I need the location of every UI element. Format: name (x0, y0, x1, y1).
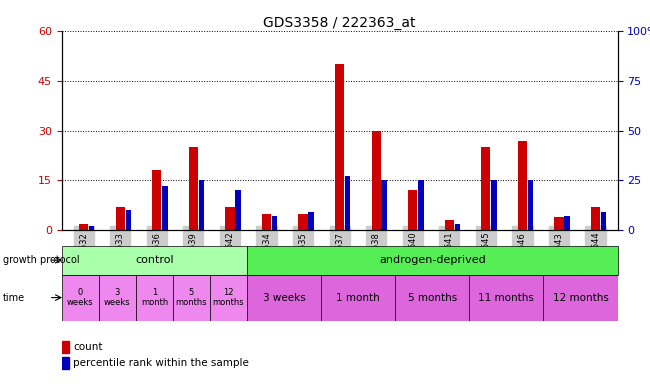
Bar (591, 207, 600, 230)
Bar (62, 357, 69, 369)
Text: androgen-deprived: androgen-deprived (379, 255, 486, 265)
Bar (564, 217, 570, 230)
Bar (372, 131, 381, 230)
Bar (395, 275, 469, 321)
Text: 3
weeks: 3 weeks (104, 288, 131, 307)
Text: time: time (3, 293, 25, 303)
Bar (262, 214, 271, 230)
Bar (235, 190, 240, 230)
Text: count: count (73, 342, 103, 352)
Text: 12
months: 12 months (213, 288, 244, 307)
Bar (99, 275, 136, 321)
Bar (173, 275, 210, 321)
Bar (518, 141, 527, 230)
Bar (199, 180, 204, 230)
Bar (345, 177, 350, 230)
Text: percentile rank within the sample: percentile rank within the sample (73, 358, 249, 368)
Bar (469, 275, 543, 321)
Bar (308, 212, 314, 230)
Text: 1
month: 1 month (141, 288, 168, 307)
Bar (601, 212, 606, 230)
Bar (79, 224, 88, 230)
Text: 0
weeks: 0 weeks (67, 288, 94, 307)
Bar (116, 207, 125, 230)
Bar (125, 210, 131, 230)
Text: 5
months: 5 months (176, 288, 207, 307)
Bar (247, 275, 321, 321)
Text: 3 weeks: 3 weeks (263, 293, 306, 303)
Text: 1 month: 1 month (336, 293, 380, 303)
Title: GDS3358 / 222363_at: GDS3358 / 222363_at (263, 16, 416, 30)
Bar (335, 64, 344, 230)
Bar (89, 227, 94, 230)
Text: 12 months: 12 months (552, 293, 608, 303)
Bar (481, 147, 491, 230)
Bar (247, 246, 618, 275)
Text: growth protocol: growth protocol (3, 255, 80, 265)
Bar (62, 275, 99, 321)
Bar (152, 170, 161, 230)
Bar (62, 341, 69, 353)
Bar (210, 275, 247, 321)
Bar (418, 180, 424, 230)
Bar (298, 214, 307, 230)
Text: 11 months: 11 months (478, 293, 534, 303)
Bar (554, 217, 564, 230)
Bar (136, 275, 173, 321)
Bar (408, 190, 417, 230)
Bar (543, 275, 618, 321)
Bar (62, 246, 247, 275)
Bar (528, 180, 533, 230)
Bar (382, 180, 387, 230)
Bar (491, 180, 497, 230)
Bar (445, 220, 454, 230)
Bar (226, 207, 235, 230)
Bar (162, 187, 168, 230)
Bar (454, 224, 460, 230)
Bar (321, 275, 395, 321)
Text: control: control (135, 255, 174, 265)
Bar (188, 147, 198, 230)
Text: 5 months: 5 months (408, 293, 457, 303)
Bar (272, 217, 278, 230)
